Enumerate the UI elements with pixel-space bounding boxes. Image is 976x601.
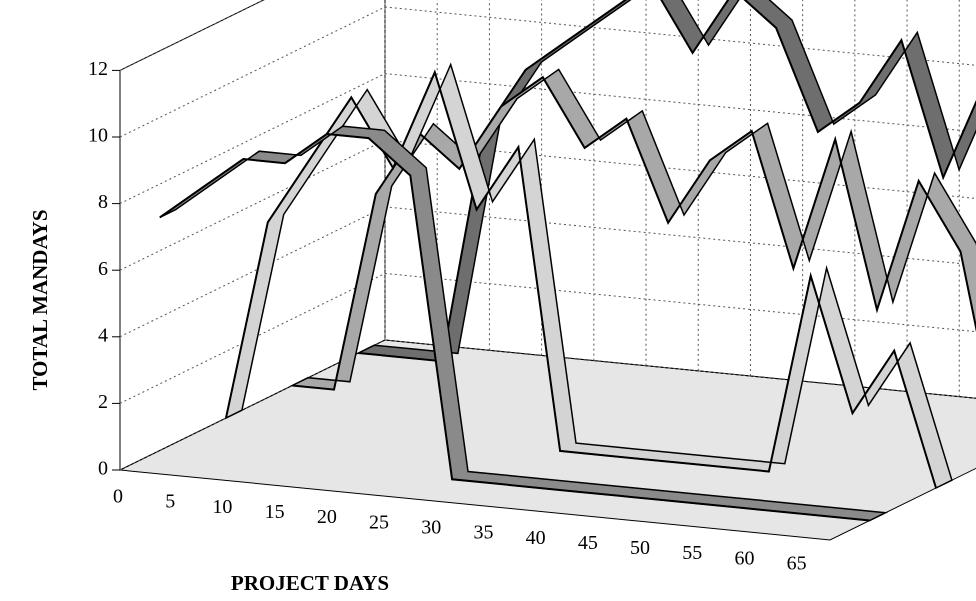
x-tick-label: 20 [317,506,337,528]
x-tick-label: 60 [734,547,754,569]
y-tick-label: 8 [98,191,108,213]
x-tick-label: 50 [630,537,650,559]
ribbon-edge [159,132,870,522]
grid-line [119,6,976,138]
ribbon-edge [225,69,937,489]
x-tick-label: 25 [369,511,389,533]
y-tick-label: 6 [98,258,108,280]
x-axis-label: PROJECT DAYS [231,571,389,595]
x-tick-label: 65 [787,553,807,575]
grid-line [119,0,265,71]
y-tick-label: 10 [88,125,108,147]
y-tick-label: 12 [88,58,108,80]
y-axis-label: TOTAL MANDAYS [28,209,52,390]
x-tick-label: 35 [473,522,493,544]
y-tick-label: 0 [98,458,108,480]
y-tick-label: 2 [98,391,108,413]
x-tick-label: 40 [526,527,546,549]
y-tick-label: 4 [98,324,108,346]
x-tick-label: 10 [212,496,232,518]
x-tick-label: 0 [113,486,123,508]
x-tick-label: 15 [265,501,285,523]
x-tick-label: 45 [578,532,598,554]
x-tick-label: 55 [682,542,702,564]
x-tick-label: 5 [165,491,175,513]
x-tick-label: 30 [421,516,441,538]
